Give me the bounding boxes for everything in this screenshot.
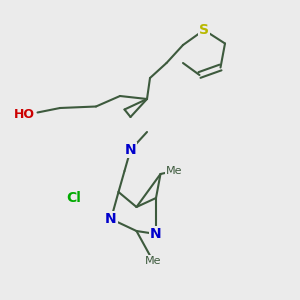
Text: HO: HO [14, 107, 34, 121]
Text: Me: Me [166, 166, 182, 176]
Text: Me: Me [145, 256, 161, 266]
Text: N: N [125, 143, 136, 157]
Text: N: N [105, 212, 117, 226]
Text: Cl: Cl [66, 191, 81, 205]
Text: S: S [199, 23, 209, 37]
Text: N: N [150, 227, 162, 241]
